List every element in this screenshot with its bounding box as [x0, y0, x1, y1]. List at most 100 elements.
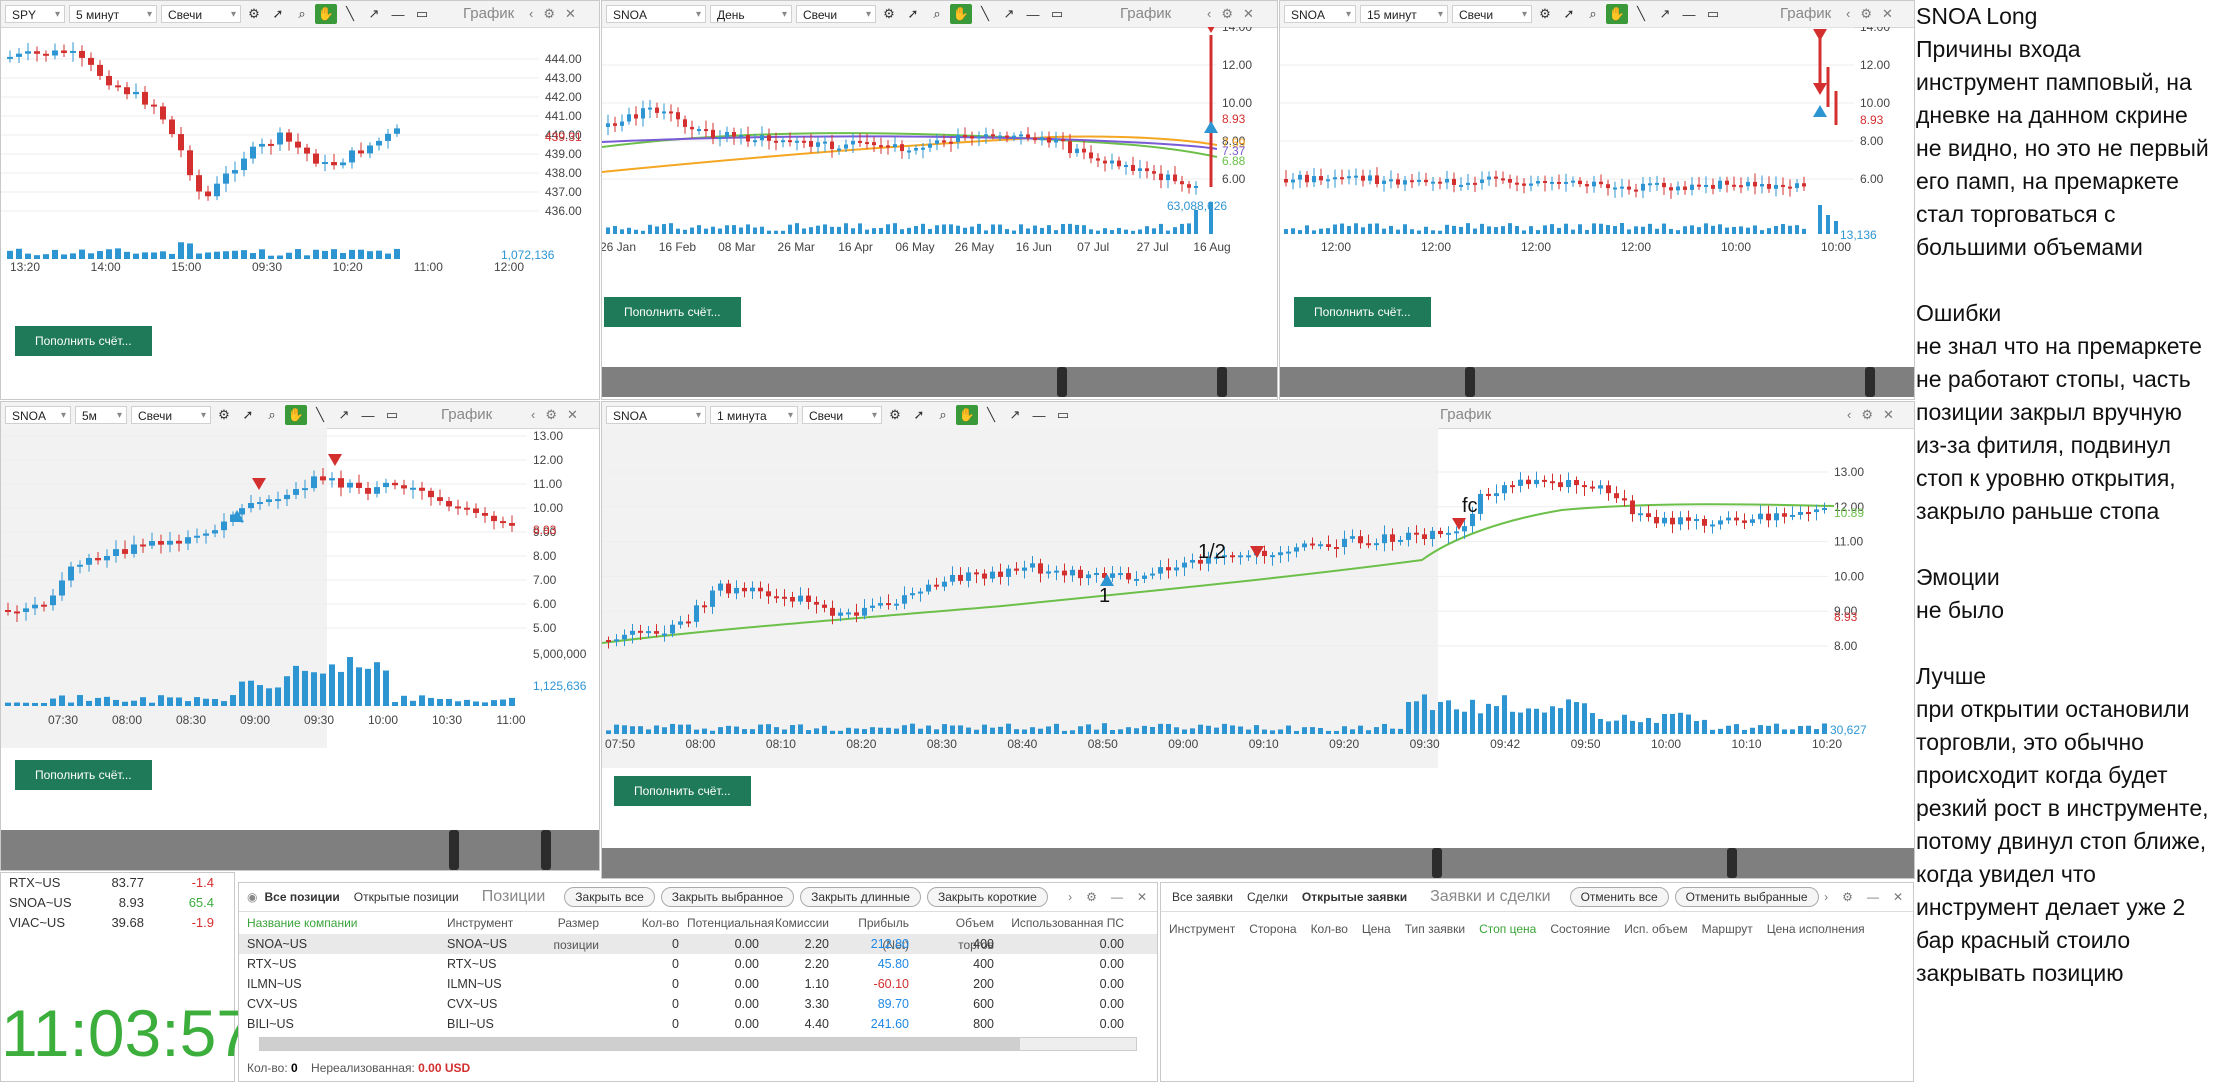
- panel-controls[interactable]: ‹ ⚙ ✕: [1846, 6, 1893, 22]
- close-icon[interactable]: ✕: [565, 6, 576, 21]
- col-9[interactable]: Цена исполнения: [1766, 922, 1865, 936]
- interval-select[interactable]: 1 минута: [710, 406, 798, 425]
- minimize-icon[interactable]: —: [1866, 890, 1879, 904]
- hline-icon[interactable]: —: [1026, 6, 1040, 22]
- chart-type-select[interactable]: Свечи: [161, 5, 241, 24]
- col-instrument[interactable]: Инструмент: [447, 916, 514, 930]
- line-icon[interactable]: ╲: [316, 407, 324, 422]
- chart-type-select[interactable]: Свечи: [802, 406, 882, 425]
- close-long-button[interactable]: Закрыть длинные: [800, 887, 921, 907]
- ticker-select[interactable]: SPY: [5, 5, 65, 24]
- hline-icon[interactable]: —: [1682, 6, 1696, 22]
- col-qty[interactable]: Кол-во: [641, 916, 679, 930]
- indicators-icon[interactable]: ⚙: [1539, 6, 1551, 21]
- arrow-icon[interactable]: ↗: [1009, 407, 1021, 422]
- tab-all-orders[interactable]: Все заявки: [1172, 890, 1234, 904]
- chevron-right-icon[interactable]: ›: [1068, 890, 1073, 904]
- chart-type-select[interactable]: Свечи: [796, 5, 876, 24]
- panel-controls[interactable]: › ⚙ — ✕: [1068, 890, 1147, 904]
- time-scrollbar[interactable]: [1, 830, 599, 870]
- chart-type-select[interactable]: Свечи: [1452, 5, 1532, 24]
- watchlist-row[interactable]: VIAC~US 39.68 -1.9: [1, 913, 234, 933]
- panel-controls[interactable]: ‹ ⚙ ✕: [531, 407, 578, 423]
- time-scrollbar[interactable]: [1280, 367, 1914, 397]
- zoom-icon[interactable]: ⌕: [1589, 6, 1597, 21]
- collapse-icon[interactable]: ‹: [529, 6, 534, 21]
- cursor-icon[interactable]: ➚: [1563, 6, 1575, 21]
- scroll-handle-left[interactable]: [1057, 367, 1067, 397]
- hand-icon[interactable]: ✋: [285, 405, 307, 425]
- panel-controls[interactable]: › ⚙ — ✕: [1824, 890, 1903, 904]
- zoom-icon[interactable]: ⌕: [268, 407, 276, 422]
- deposit-button[interactable]: Пополнить счёт...: [15, 760, 152, 790]
- gear-icon[interactable]: ⚙: [1221, 6, 1233, 21]
- chevron-right-icon[interactable]: ›: [1824, 890, 1829, 904]
- zoom-icon[interactable]: ⌕: [933, 6, 941, 21]
- hand-icon[interactable]: ✋: [315, 4, 337, 24]
- col-6[interactable]: Состояние: [1550, 922, 1611, 936]
- table-row[interactable]: RTX~US RTX~US 0 0.00 2.20 45.80 400 0.00: [239, 954, 1157, 974]
- col-commission[interactable]: Комиссии: [774, 916, 829, 930]
- cursor-icon[interactable]: ➚: [242, 407, 254, 422]
- arrow-icon[interactable]: ↗: [1003, 6, 1015, 21]
- chart-canvas[interactable]: 13.00 12.00 11.00 10.00 9.00 8.00 1 1/2 fc 10.89 8…: [602, 428, 1914, 846]
- rect-icon[interactable]: ▭: [415, 6, 429, 21]
- close-icon[interactable]: ✕: [1892, 890, 1903, 904]
- close-icon[interactable]: ✕: [1882, 6, 1893, 21]
- minimize-icon[interactable]: —: [1110, 890, 1123, 904]
- scroll-handle-left[interactable]: [1432, 848, 1442, 878]
- close-selected-button[interactable]: Закрыть выбранное: [660, 887, 795, 907]
- indicators-icon[interactable]: ⚙: [889, 407, 901, 422]
- arrow-icon[interactable]: ↗: [368, 6, 380, 21]
- hline-icon[interactable]: —: [391, 6, 405, 22]
- col-5[interactable]: Стоп цена: [1479, 922, 1537, 936]
- line-icon[interactable]: ╲: [987, 407, 995, 422]
- scroll-handle-left[interactable]: [1465, 367, 1475, 397]
- col-size[interactable]: Размер позиции: [553, 916, 599, 952]
- ticker-select[interactable]: SNOA: [1284, 5, 1356, 24]
- interval-select[interactable]: 5 минут: [69, 5, 157, 24]
- gear-icon[interactable]: ⚙: [545, 407, 557, 422]
- collapse-icon[interactable]: ‹: [1207, 6, 1212, 21]
- deposit-button[interactable]: Пополнить счёт...: [604, 297, 741, 327]
- indicators-icon[interactable]: ⚙: [248, 6, 260, 21]
- time-scrollbar[interactable]: [602, 367, 1277, 397]
- hand-icon[interactable]: ✋: [956, 405, 978, 425]
- col-0[interactable]: Инструмент: [1169, 922, 1236, 936]
- indicators-icon[interactable]: ⚙: [218, 407, 230, 422]
- table-row[interactable]: ILMN~US ILMN~US 0 0.00 1.10 -60.10 200 0.00: [239, 974, 1157, 994]
- close-icon[interactable]: ✕: [567, 407, 578, 422]
- line-icon[interactable]: ╲: [1637, 6, 1645, 21]
- gear-icon[interactable]: ⚙: [1842, 890, 1853, 904]
- interval-select[interactable]: День: [710, 5, 792, 24]
- cancel-selected-button[interactable]: Отменить выбранные: [1674, 887, 1819, 907]
- tab-open-orders[interactable]: Открытые заявки: [1301, 890, 1408, 904]
- table-row[interactable]: CVX~US CVX~US 0 0.00 3.30 89.70 600 0.00: [239, 994, 1157, 1014]
- interval-select[interactable]: 15 минут: [1360, 5, 1448, 24]
- rect-icon[interactable]: ▭: [1050, 6, 1064, 21]
- ticker-select[interactable]: SNOA: [606, 5, 706, 24]
- hline-icon[interactable]: —: [1032, 407, 1046, 423]
- hline-icon[interactable]: —: [361, 407, 375, 423]
- chart-canvas[interactable]: 14.00 12.00 10.00 8.00 6.00 8.93 7.597.376.88 6…: [602, 27, 1277, 367]
- rect-icon[interactable]: ▭: [385, 407, 399, 422]
- gear-icon[interactable]: ⚙: [1861, 407, 1873, 422]
- close-icon[interactable]: ✕: [1243, 6, 1254, 21]
- close-short-button[interactable]: Закрыть короткие: [926, 887, 1048, 907]
- arrow-icon[interactable]: ↗: [338, 407, 350, 422]
- col-8[interactable]: Маршрут: [1701, 922, 1753, 936]
- collapse-icon[interactable]: ‹: [531, 407, 536, 422]
- col-company[interactable]: Название компании: [247, 916, 358, 930]
- scroll-handle-right[interactable]: [1727, 848, 1737, 878]
- gear-icon[interactable]: ⚙: [543, 6, 555, 21]
- hand-icon[interactable]: ✋: [950, 4, 972, 24]
- gear-icon[interactable]: ⚙: [1860, 6, 1872, 21]
- col-4[interactable]: Тип заявки: [1404, 922, 1466, 936]
- rect-icon[interactable]: ▭: [1056, 407, 1070, 422]
- scroll-handle-right[interactable]: [1217, 367, 1227, 397]
- watchlist-row[interactable]: SNOA~US 8.93 65.4: [1, 893, 234, 913]
- gear-icon[interactable]: ⚙: [1086, 890, 1097, 904]
- tab-trades[interactable]: Сделки: [1247, 890, 1288, 904]
- cursor-icon[interactable]: ➚: [272, 6, 284, 21]
- hand-icon[interactable]: ✋: [1606, 4, 1628, 24]
